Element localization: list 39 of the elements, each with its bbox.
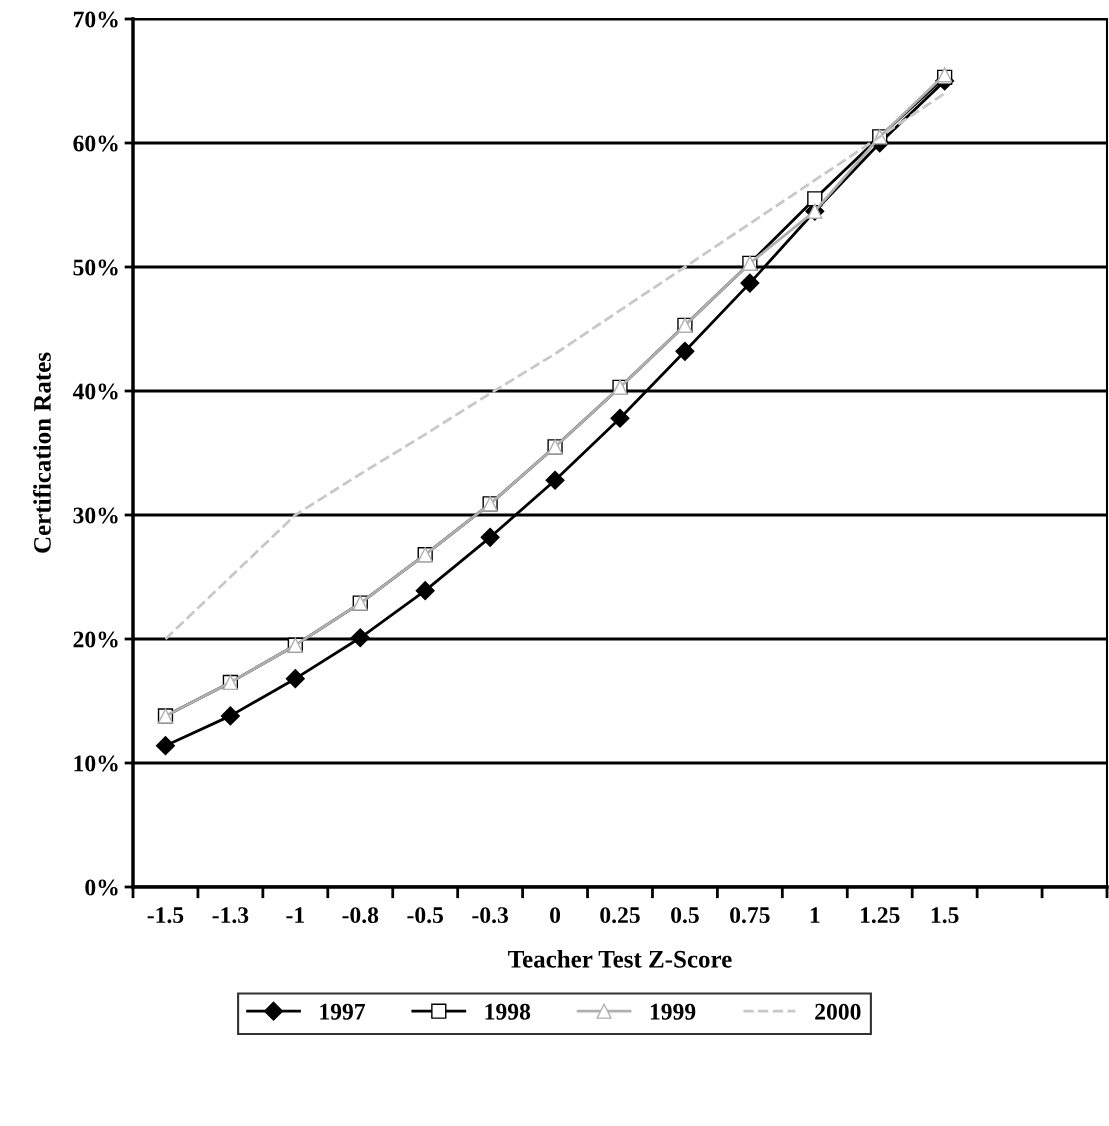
legend-label: 1997 (320, 1003, 366, 1020)
x-tick-label: 0.5 (671, 907, 699, 924)
x-tick-label: -0.3 (472, 907, 509, 924)
point (675, 341, 695, 361)
x-axis-title: Teacher Test Z-Score (508, 950, 732, 968)
line-series (164, 92, 947, 641)
x-tick-label: -0.5 (407, 907, 444, 924)
point (220, 706, 240, 726)
y-tick-label: 10% (74, 755, 118, 772)
x-tick-label: 0.25 (600, 907, 640, 924)
x-tick-label: 0 (550, 907, 561, 924)
x-tick-label: -1.5 (147, 907, 184, 924)
point (480, 527, 500, 547)
y-tick-label: 40% (72, 383, 118, 400)
x-tick-label: 1.25 (860, 907, 900, 924)
x-tick-label: -1 (286, 907, 304, 923)
point (415, 581, 435, 601)
legend-label: 1999 (650, 1003, 696, 1020)
y-tick-label: 70% (73, 11, 118, 28)
y-axis-title: Certification Rates (32, 352, 51, 553)
x-tick-label: 1 (810, 907, 820, 923)
point (545, 470, 565, 490)
y-tick-label: 0% (85, 879, 118, 896)
point (740, 273, 760, 293)
point (285, 669, 305, 689)
legend-label: 2000 (815, 1003, 861, 1020)
point (155, 736, 176, 756)
x-tick-label: -0.8 (342, 907, 379, 924)
point (610, 408, 630, 428)
x-tick-label: -1.3 (212, 907, 249, 924)
point (350, 628, 370, 648)
y-tick-label: 30% (73, 507, 118, 524)
point (807, 191, 823, 207)
y-tick-label: 50% (73, 259, 118, 276)
legend-label: 1998 (485, 1003, 531, 1020)
x-tick-label: 1.5 (931, 907, 959, 924)
y-tick-label: 20% (73, 631, 118, 648)
x-tick-label: 0.75 (730, 907, 770, 924)
y-tick-label: 60% (73, 135, 118, 152)
